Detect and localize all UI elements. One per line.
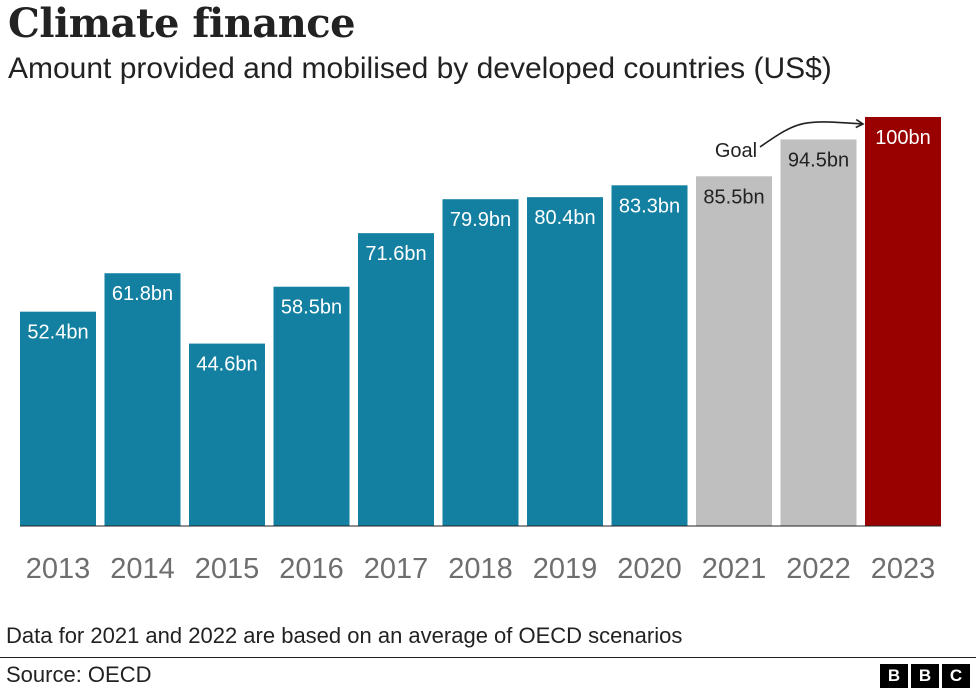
data-label-2015: 44.6bn — [196, 354, 257, 376]
bar-2013 — [20, 311, 96, 526]
chart-subtitle: Amount provided and mobilised by develop… — [8, 52, 832, 85]
footer-divider — [0, 657, 976, 658]
goal-arrow — [759, 118, 865, 148]
x-tick-label-2020: 2020 — [617, 553, 682, 585]
goal-annotation-label: Goal — [715, 140, 757, 162]
data-label-2021: 85.5bn — [703, 186, 764, 208]
bar-2019 — [527, 197, 603, 526]
data-label-2022: 94.5bn — [788, 149, 849, 171]
data-label-2020: 83.3bn — [619, 195, 680, 217]
x-tick-label-2021: 2021 — [702, 553, 767, 585]
x-tick-label-2017: 2017 — [364, 553, 429, 585]
bar-2020 — [611, 185, 688, 527]
data-label-2014: 61.8bn — [112, 283, 173, 305]
bar-2016 — [273, 286, 350, 526]
x-tick-label-2013: 2013 — [26, 553, 91, 585]
bar-2021 — [696, 176, 772, 526]
x-tick-label-2015: 2015 — [195, 553, 260, 585]
bar-2023 — [865, 117, 941, 526]
data-label-2018: 79.9bn — [450, 209, 511, 231]
logo-letter: B — [911, 664, 939, 688]
x-tick-label-2014: 2014 — [110, 553, 175, 585]
footnote: Data for 2021 and 2022 are based on an a… — [6, 623, 683, 648]
chart-title: Climate finance — [8, 0, 356, 47]
x-tick-label-2022: 2022 — [786, 553, 851, 585]
data-label-2016: 58.5bn — [281, 297, 342, 319]
bar-2022 — [780, 139, 857, 526]
data-label-2017: 71.6bn — [365, 243, 426, 265]
bar-2017 — [358, 233, 434, 526]
data-label-2013: 52.4bn — [27, 322, 88, 344]
x-tick-label-2016: 2016 — [279, 553, 344, 585]
bar-2014 — [104, 273, 181, 526]
source-label: Source: OECD — [6, 662, 152, 687]
x-tick-label-2019: 2019 — [533, 553, 598, 585]
logo-letter: C — [942, 664, 970, 688]
bar-chart: 52.4bn 61.8bn 44.6bn 58.5bn 71.6bn 79.9bn 80.4… — [20, 117, 941, 585]
bbc-logo: B B C — [880, 664, 970, 688]
data-label-2023: 100bn — [875, 127, 931, 149]
x-tick-label-2018: 2018 — [448, 553, 513, 585]
bar-2015 — [189, 343, 265, 526]
x-tick-label-2023: 2023 — [871, 553, 936, 585]
logo-letter: B — [880, 664, 908, 688]
bar-2018 — [442, 199, 519, 527]
data-label-2019: 80.4bn — [534, 207, 595, 229]
